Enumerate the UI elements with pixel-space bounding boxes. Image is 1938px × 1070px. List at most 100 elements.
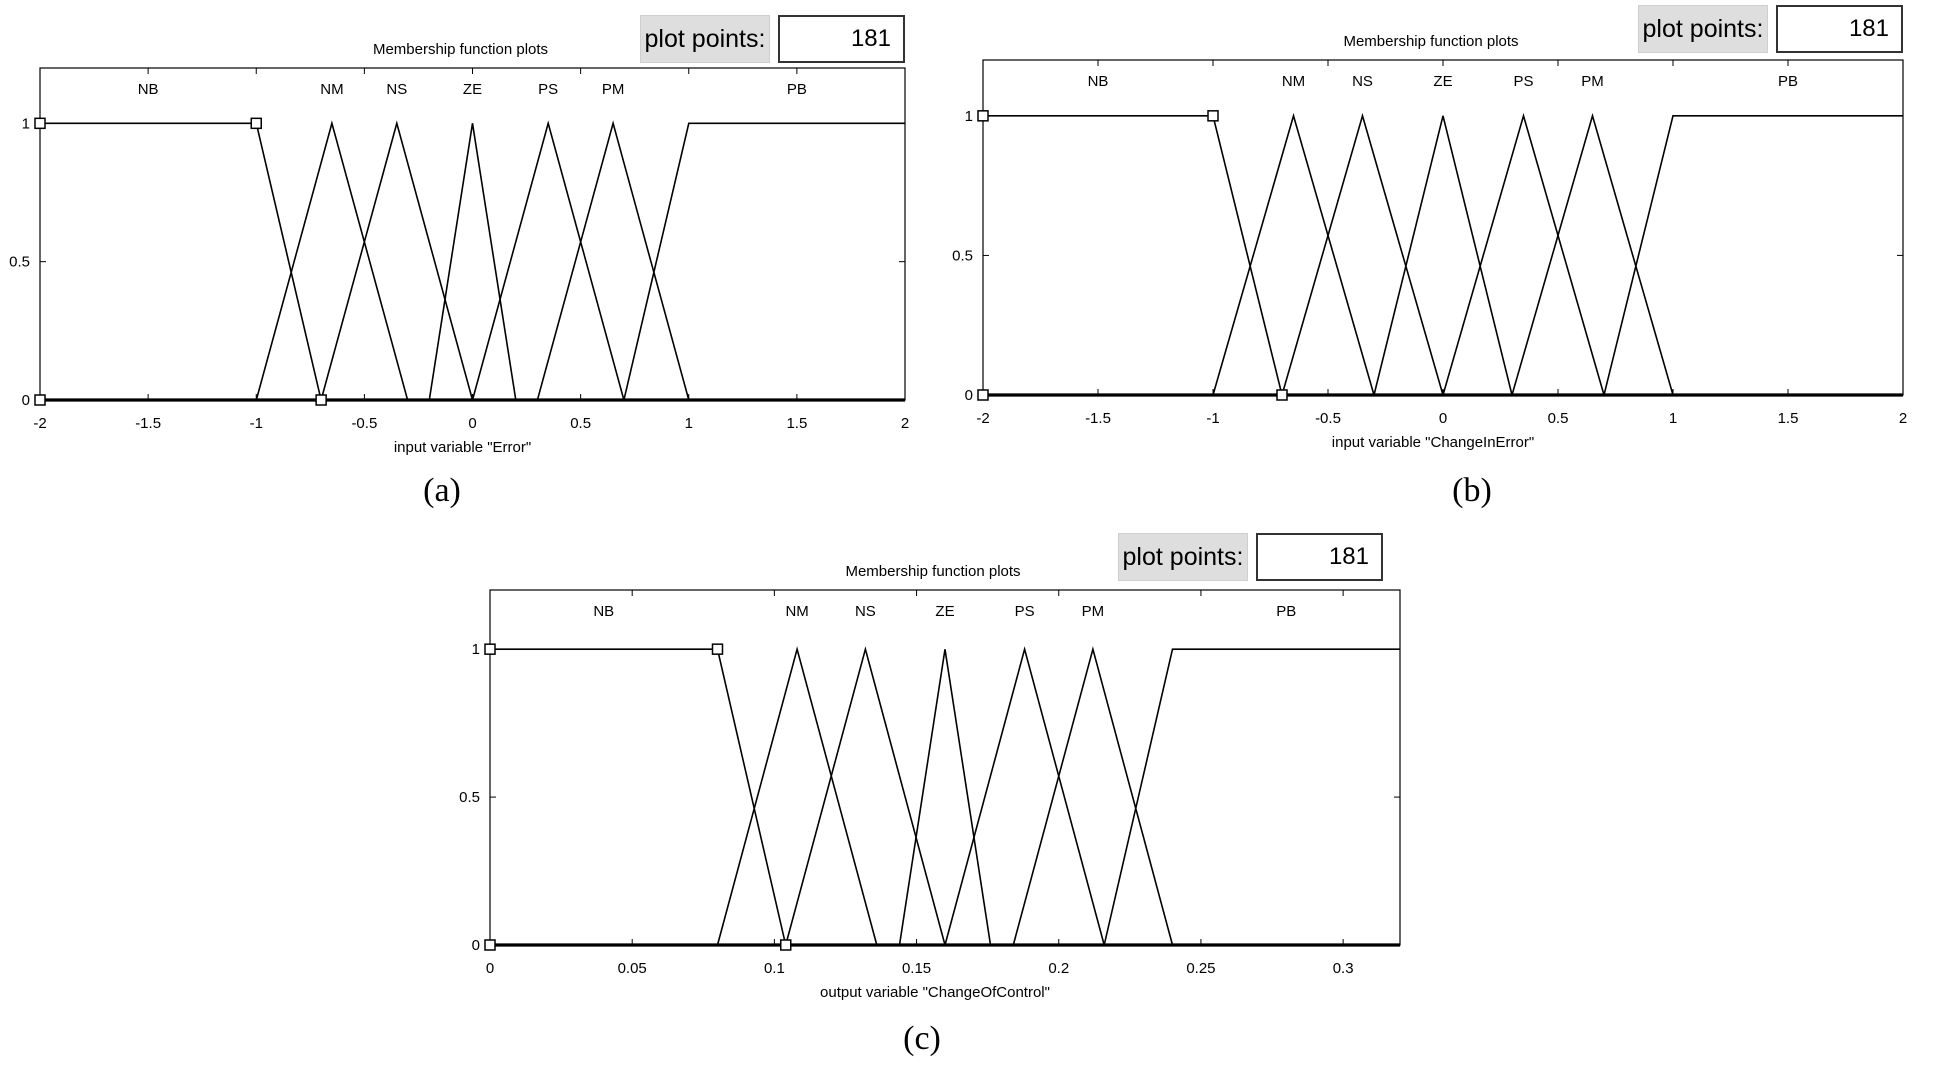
y-tick-label: 0 [22,392,30,409]
x-tick-label: -1.5 [135,415,161,432]
mf-label-pm: PM [1581,73,1604,90]
mf-line-pm[interactable] [1012,646,1174,946]
membership-panel-change-of-control: plot points: Membership function plots 0 0… [459,520,1420,1070]
figure-caption: (b) [1452,472,1492,509]
plot-area [39,67,906,401]
x-tick-label: -1 [250,415,263,432]
mf-line-nm[interactable] [255,120,409,401]
mf-label-pb: PB [787,81,807,98]
mf-handle[interactable] [711,643,724,655]
x-axis-label: input variable "Error" [394,439,531,456]
x-tick-label: 0.3 [1333,960,1354,977]
y-tick-label: 0.5 [459,789,480,806]
mf-line-pm[interactable] [1511,112,1674,396]
x-tick-label: 1.5 [1778,410,1799,427]
mf-label-ns: NS [1352,73,1373,90]
mf-label-pm: PM [602,81,625,98]
x-tick-label: 0.5 [570,415,591,432]
mf-handle[interactable] [1207,110,1219,122]
mf-handle[interactable] [977,110,989,122]
plot-points-input[interactable] [1256,533,1383,581]
mf-line-nb[interactable] [490,648,787,946]
mf-label-nb: NB [138,81,159,98]
mf-handle[interactable] [34,117,46,130]
membership-panel-error: plot points: Membership function plots -2… [0,0,960,520]
figure-caption: (c) [903,1020,941,1057]
mf-line-pb[interactable] [1603,115,1903,396]
x-tick-label: 0.05 [618,960,647,977]
mf-handle[interactable] [484,643,496,655]
mf-handle[interactable] [34,394,46,406]
mf-label-ze: ZE [935,603,954,620]
chart-title: Membership function plots [845,563,1020,580]
membership-chart: Membership function plots -2 -1.5 -1 -0.5 0 0.… [952,33,1907,451]
mf-label-nm: NM [320,81,343,98]
figure-caption: (a) [423,472,461,509]
mf-line-ns[interactable] [320,120,474,401]
x-tick-label: -1.5 [1085,410,1111,427]
x-axis-label: output variable "ChangeOfControl" [820,984,1050,1001]
mf-line-ps[interactable] [1442,112,1605,396]
plot-points-input[interactable] [1776,5,1903,53]
plot-area [489,589,1401,946]
mf-handle[interactable] [780,939,792,951]
mf-line-nb[interactable] [983,115,1283,396]
mf-handle[interactable] [1276,389,1288,401]
x-tick-label: 2 [901,415,909,432]
y-tick-label: 0.5 [9,254,30,271]
plot-area [982,59,1904,396]
x-tick-label: 1 [685,415,693,432]
mf-label-nb: NB [593,603,614,620]
membership-chart: Membership function plots 0 0.05 0.1 0.15 0.2… [459,563,1401,1001]
mf-label-ze: ZE [463,81,482,98]
mf-line-ze[interactable] [428,123,517,401]
mf-line-ze[interactable] [898,649,992,946]
mf-label-ze: ZE [1433,73,1452,90]
x-tick-label: 0 [468,415,476,432]
mf-handle[interactable] [484,939,496,951]
chart-title: Membership function plots [1343,33,1518,50]
x-tick-label: -2 [33,415,46,432]
mf-line-ps[interactable] [471,120,625,401]
mf-label-ps: PS [1513,73,1533,90]
mf-label-nb: NB [1088,73,1109,90]
x-tick-label: 0.25 [1186,960,1215,977]
x-tick-label: 0.5 [1548,410,1569,427]
mf-label-ns: NS [855,603,876,620]
y-tick-label: 1 [472,641,480,658]
mf-line-nm[interactable] [716,646,878,946]
y-tick-label: 0.5 [952,247,973,264]
x-tick-label: 1.5 [786,415,807,432]
mf-line-pm[interactable] [536,120,690,401]
x-tick-label: 0.1 [764,960,785,977]
membership-chart: Membership function plots -2 -1.5 -1 -0.5 0 0.… [9,41,909,456]
x-tick-label: 0 [486,960,494,977]
mf-line-nm[interactable] [1212,112,1375,396]
mf-line-ns[interactable] [784,646,946,946]
x-tick-label: -0.5 [1315,410,1341,427]
mf-line-pb[interactable] [623,122,905,401]
mf-handle[interactable] [250,117,262,130]
mf-label-ps: PS [538,81,558,98]
x-tick-label: 0 [1439,410,1447,427]
x-axis-label: input variable "ChangeInError" [1332,434,1534,451]
mf-line-pb[interactable] [1103,648,1400,946]
x-tick-label: 0.15 [902,960,931,977]
mf-label-nm: NM [1282,73,1305,90]
y-tick-label: 1 [965,108,973,125]
x-tick-label: 1 [1669,410,1677,427]
y-tick-label: 1 [22,115,30,132]
x-tick-label: 2 [1899,410,1907,427]
mf-label-ns: NS [386,81,407,98]
mf-line-ns[interactable] [1281,112,1444,396]
mf-line-nb[interactable] [40,122,322,401]
plot-points-input[interactable] [778,15,905,63]
mf-handle[interactable] [315,394,327,406]
mf-handle[interactable] [977,389,989,401]
mf-line-ps[interactable] [944,646,1105,946]
x-tick-label: -2 [976,410,989,427]
mf-line-ze[interactable] [1373,115,1513,396]
mf-label-pb: PB [1778,73,1798,90]
plot-points-label: plot points: [1118,533,1248,581]
mf-label-ps: PS [1015,603,1035,620]
